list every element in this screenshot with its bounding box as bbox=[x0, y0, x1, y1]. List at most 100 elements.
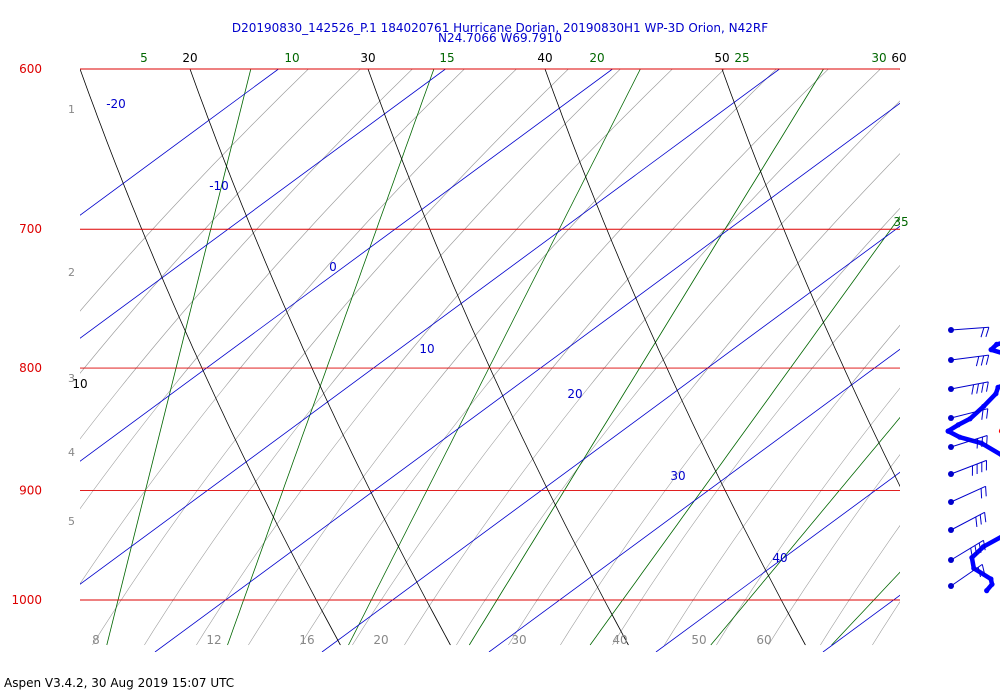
isotherm-line bbox=[80, 69, 446, 339]
wind-barb-shaft bbox=[950, 408, 988, 419]
dewpoint-profile-point bbox=[978, 440, 985, 446]
wind-barb-shaft bbox=[950, 539, 984, 561]
dry-adiabat-line bbox=[367, 69, 629, 646]
wind-barb-shaft bbox=[950, 435, 988, 448]
dry-adiabat-line bbox=[721, 69, 900, 488]
moist-adiabat-line bbox=[820, 525, 900, 646]
mixing-ratio-label: 35 bbox=[893, 215, 908, 229]
isotherm-label: -20 bbox=[106, 97, 126, 111]
moist-adiabat-line bbox=[716, 387, 900, 646]
wind-barb-feather bbox=[986, 435, 988, 446]
isotherm-label: 0 bbox=[329, 260, 337, 274]
dewpoint-profile-point bbox=[995, 384, 1000, 390]
dry-adiabat-label: 60 bbox=[891, 51, 906, 65]
wind-barb-shaft bbox=[950, 511, 985, 531]
wind-barb-feather bbox=[986, 381, 989, 392]
dry-adiabat-line bbox=[544, 69, 806, 646]
moist-adiabat-line bbox=[352, 69, 829, 646]
wind-barb-shaft bbox=[950, 485, 986, 503]
wind-barb-feather bbox=[976, 383, 979, 394]
moist-adiabat-line bbox=[872, 601, 900, 646]
moist-adiabat-line bbox=[80, 69, 361, 374]
wind-barb-feather bbox=[985, 327, 990, 338]
height-label: 1 bbox=[68, 103, 75, 116]
mixing-ratio-label: 10 bbox=[284, 51, 299, 65]
footer-version: Aspen V3.4.2, 30 Aug 2019 15:07 UTC bbox=[4, 676, 235, 690]
dewpoint-profile-point bbox=[984, 588, 990, 594]
wind-barb-feather bbox=[980, 327, 985, 338]
wind-barb-feather bbox=[976, 438, 979, 449]
wind-barb-shaft bbox=[950, 563, 983, 587]
isotherm-line bbox=[80, 69, 613, 462]
dry-adiabat-label: 10 bbox=[72, 377, 87, 391]
wind-barb-feather bbox=[986, 408, 989, 419]
isotherm-label: 30 bbox=[670, 469, 685, 483]
dewpoint-profile-point bbox=[988, 576, 994, 582]
dewpoint-profile-point bbox=[957, 434, 963, 440]
bottom-axis-label: 60 bbox=[756, 633, 771, 647]
mixing-ratio-label: 25 bbox=[734, 51, 749, 65]
bottom-axis-label: 8 bbox=[92, 633, 100, 647]
height-label: 3 bbox=[68, 372, 75, 385]
moist-adiabat-line bbox=[80, 69, 413, 440]
wind-barb-feather bbox=[975, 356, 980, 367]
dewpoint-profile-point bbox=[945, 428, 951, 434]
bottom-axis-label: 12 bbox=[206, 633, 221, 647]
mixing-ratio-line bbox=[710, 416, 900, 646]
mixing-ratio-line bbox=[106, 69, 252, 646]
wind-barb-shaft bbox=[950, 326, 989, 331]
wind-barb-feather bbox=[977, 567, 981, 578]
isotherm-line bbox=[321, 225, 900, 652]
dewpoint-profile-point bbox=[981, 403, 987, 409]
dewpoint-profile-point bbox=[988, 347, 994, 353]
wind-barb-feather bbox=[974, 545, 978, 556]
wind-barb-feather bbox=[975, 516, 978, 527]
height-label: 4 bbox=[68, 446, 75, 459]
moist-adiabat-line bbox=[508, 153, 900, 646]
wind-barb-shaft bbox=[950, 354, 989, 361]
moist-adiabat-line bbox=[404, 69, 881, 646]
chart-title-line2: N24.7066 W69.7910 bbox=[438, 31, 562, 45]
wind-barb-feather bbox=[981, 436, 983, 448]
wind-barb-feather bbox=[981, 409, 984, 420]
isotherm-label: 20 bbox=[567, 387, 582, 401]
moist-adiabat-line bbox=[664, 324, 900, 646]
moist-adiabat-line bbox=[612, 264, 900, 646]
mixing-ratio-line bbox=[348, 69, 641, 646]
mixing-ratio-label: 5 bbox=[140, 51, 148, 65]
bottom-axis-label: 40 bbox=[612, 633, 627, 647]
isotherm-line bbox=[80, 69, 279, 216]
dewpoint-profile-point bbox=[989, 581, 995, 587]
pressure-label: 700 bbox=[19, 222, 42, 236]
isotherm-line bbox=[154, 102, 900, 652]
dewpoint-profile-point bbox=[967, 416, 973, 422]
mixing-ratio-line bbox=[227, 69, 435, 646]
mixing-ratio-line bbox=[589, 215, 900, 646]
bottom-axis-label: 16 bbox=[299, 633, 314, 647]
wind-barb-feather bbox=[983, 540, 986, 551]
wind-barb-feather bbox=[980, 488, 983, 499]
bottom-axis-label: 20 bbox=[373, 633, 388, 647]
wind-barb-feather bbox=[985, 354, 990, 365]
moist-adiabat-line bbox=[92, 69, 569, 646]
mixing-ratio-label: 15 bbox=[439, 51, 454, 65]
dry-adiabat-label: 40 bbox=[537, 51, 552, 65]
height-label: 2 bbox=[68, 266, 75, 279]
wind-barb-feather bbox=[981, 564, 986, 575]
bottom-axis-label: 50 bbox=[691, 633, 706, 647]
isotherm-line bbox=[990, 69, 1000, 652]
moist-adiabat-line bbox=[80, 69, 465, 510]
wind-barb-shaft bbox=[950, 459, 987, 475]
wind-barb-feather bbox=[979, 514, 982, 525]
isotherm-label: 40 bbox=[772, 551, 787, 565]
dry-adiabat-label: 50 bbox=[714, 51, 729, 65]
dewpoint-profile-point bbox=[993, 391, 999, 397]
isotherm-label: -10 bbox=[209, 179, 229, 193]
moist-adiabat-line bbox=[144, 69, 621, 646]
moist-adiabat-line bbox=[768, 454, 900, 646]
dry-adiabat-line bbox=[189, 69, 451, 646]
mixing-ratio-label: 30 bbox=[871, 51, 886, 65]
isotherm-line bbox=[80, 69, 780, 585]
dry-adiabat-label: 20 bbox=[182, 51, 197, 65]
pressure-label: 900 bbox=[19, 483, 42, 497]
